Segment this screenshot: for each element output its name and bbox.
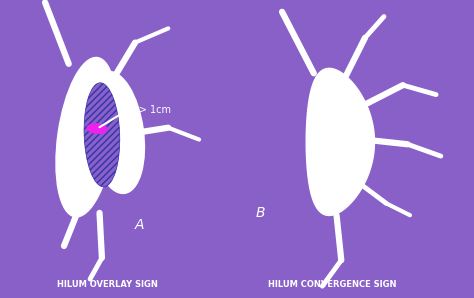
- Text: B: B: [256, 206, 265, 220]
- Text: HILUM CONVERGENCE SIGN: HILUM CONVERGENCE SIGN: [268, 280, 396, 289]
- Text: HILUM OVERLAY SIGN: HILUM OVERLAY SIGN: [57, 280, 158, 289]
- Ellipse shape: [87, 124, 107, 134]
- Polygon shape: [306, 68, 374, 215]
- Ellipse shape: [84, 83, 120, 187]
- Text: A: A: [135, 218, 145, 232]
- Ellipse shape: [88, 72, 145, 193]
- Text: A > 1cm: A > 1cm: [129, 105, 171, 115]
- Ellipse shape: [56, 58, 117, 217]
